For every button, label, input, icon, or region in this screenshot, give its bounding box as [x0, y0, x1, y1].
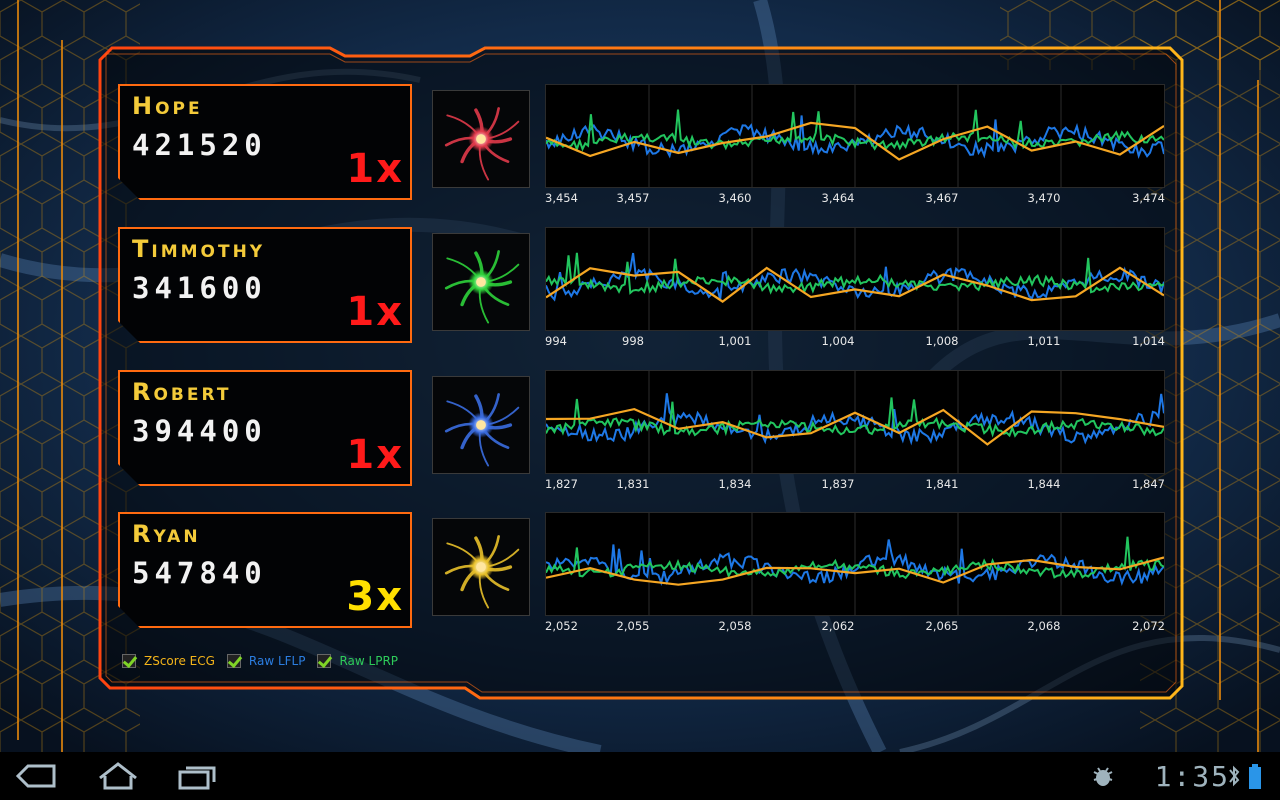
raw-lprp-checkbox[interactable] — [317, 654, 332, 668]
x-tick-label: 1,014 — [1132, 334, 1165, 348]
neuron-icon — [432, 90, 530, 188]
legend-label-raw-lflp: Raw LFLP — [248, 654, 306, 668]
x-tick-label: 3,470 — [1027, 191, 1061, 205]
player-name: Ryan — [132, 520, 201, 548]
x-tick-label: 1,004 — [821, 334, 855, 348]
player-name: Timmothy — [132, 235, 266, 263]
x-axis-ticks: 994 998 1,001 1,004 1,008 1,011 1,014 — [545, 334, 1165, 350]
player-multiplier: 1x — [346, 146, 404, 192]
player-name: Hope — [132, 92, 203, 120]
x-tick-label: 1,001 — [718, 334, 752, 348]
x-tick-label: 998 — [622, 334, 644, 348]
x-tick-label: 1,834 — [718, 477, 752, 491]
x-tick-label: 2,072 — [1132, 619, 1165, 633]
clock: 1:35 — [1154, 760, 1230, 793]
player-name: Robert — [132, 378, 232, 406]
battery-icon — [1249, 764, 1261, 789]
series-zscore-ecg — [546, 407, 1164, 446]
system-bar: 1:35 — [0, 752, 1280, 800]
x-tick-label: 1,011 — [1027, 334, 1061, 348]
x-tick-label: 994 — [545, 334, 567, 348]
series-zscore-ecg — [546, 266, 1164, 303]
player-card-robert[interactable]: Robert 394400 1x — [118, 370, 412, 486]
x-axis-ticks: 2,052 2,055 2,058 2,062 2,065 2,068 2,072 — [545, 619, 1165, 635]
x-tick-label: 2,058 — [718, 619, 752, 633]
player-card-hope[interactable]: Hope 421520 1x — [118, 84, 412, 200]
x-tick-label: 2,062 — [821, 619, 855, 633]
graph-legend: ZScore ECG Raw LFLP Raw LPRP — [122, 652, 410, 670]
debug-icon — [1093, 767, 1113, 786]
series-zscore-ecg — [546, 556, 1164, 586]
series-raw-lprp — [546, 397, 1164, 438]
back-icon[interactable] — [14, 760, 58, 792]
legend-label-zscore-ecg: ZScore ECG — [144, 654, 215, 668]
legend-item-raw-lflp[interactable]: Raw LFLP — [226, 654, 306, 668]
series-zscore-ecg — [546, 121, 1164, 161]
recent-apps-icon[interactable] — [176, 760, 220, 792]
x-tick-label: 2,068 — [1027, 619, 1061, 633]
player-multiplier: 3x — [346, 574, 404, 620]
signal-graph — [545, 84, 1165, 188]
player-score: 547840 — [132, 556, 267, 590]
x-tick-label: 3,474 — [1132, 191, 1165, 205]
x-tick-label: 3,467 — [925, 191, 959, 205]
x-tick-label: 3,454 — [545, 191, 578, 205]
neuron-icon — [432, 518, 530, 616]
x-tick-label: 1,831 — [616, 477, 650, 491]
home-icon[interactable] — [96, 760, 140, 792]
raw-lflp-checkbox[interactable] — [226, 654, 241, 668]
x-tick-label: 2,052 — [545, 619, 578, 633]
series-raw-lprp — [546, 252, 1164, 295]
legend-label-raw-lprp: Raw LPRP — [339, 654, 399, 668]
signal-graph — [545, 370, 1165, 474]
x-tick-label: 3,464 — [821, 191, 855, 205]
player-card-timmothy[interactable]: Timmothy 341600 1x — [118, 227, 412, 343]
x-tick-label: 3,460 — [718, 191, 752, 205]
x-tick-label: 2,065 — [925, 619, 959, 633]
signal-graph — [545, 227, 1165, 331]
signal-graph — [545, 512, 1165, 616]
x-axis-ticks: 1,827 1,831 1,834 1,837 1,841 1,844 1,847 — [545, 477, 1165, 493]
x-tick-label: 2,055 — [616, 619, 650, 633]
x-tick-label: 1,827 — [545, 477, 578, 491]
x-tick-label: 1,841 — [925, 477, 959, 491]
x-tick-label: 3,457 — [616, 191, 650, 205]
player-multiplier: 1x — [346, 432, 404, 478]
player-multiplier: 1x — [346, 289, 404, 335]
series-raw-lprp — [546, 109, 1164, 153]
x-axis-ticks: 3,454 3,457 3,460 3,464 3,467 3,470 3,474 — [545, 191, 1165, 207]
player-card-ryan[interactable]: Ryan 547840 3x — [118, 512, 412, 628]
zscore-ecg-checkbox[interactable] — [122, 654, 136, 668]
neuron-icon — [432, 233, 530, 331]
neuron-icon — [432, 376, 530, 474]
x-tick-label: 1,837 — [821, 477, 855, 491]
x-tick-label: 1,847 — [1132, 477, 1165, 491]
player-score: 421520 — [132, 128, 267, 162]
bluetooth-icon — [1229, 765, 1240, 787]
player-score: 394400 — [132, 414, 267, 448]
x-tick-label: 1,844 — [1027, 477, 1061, 491]
player-score: 341600 — [132, 271, 267, 305]
series-raw-lprp — [546, 536, 1164, 580]
legend-item-zscore-ecg[interactable]: ZScore ECG — [122, 654, 215, 668]
x-tick-label: 1,008 — [925, 334, 959, 348]
legend-item-raw-lprp[interactable]: Raw LPRP — [317, 654, 398, 668]
series-raw-lflp — [546, 115, 1164, 159]
